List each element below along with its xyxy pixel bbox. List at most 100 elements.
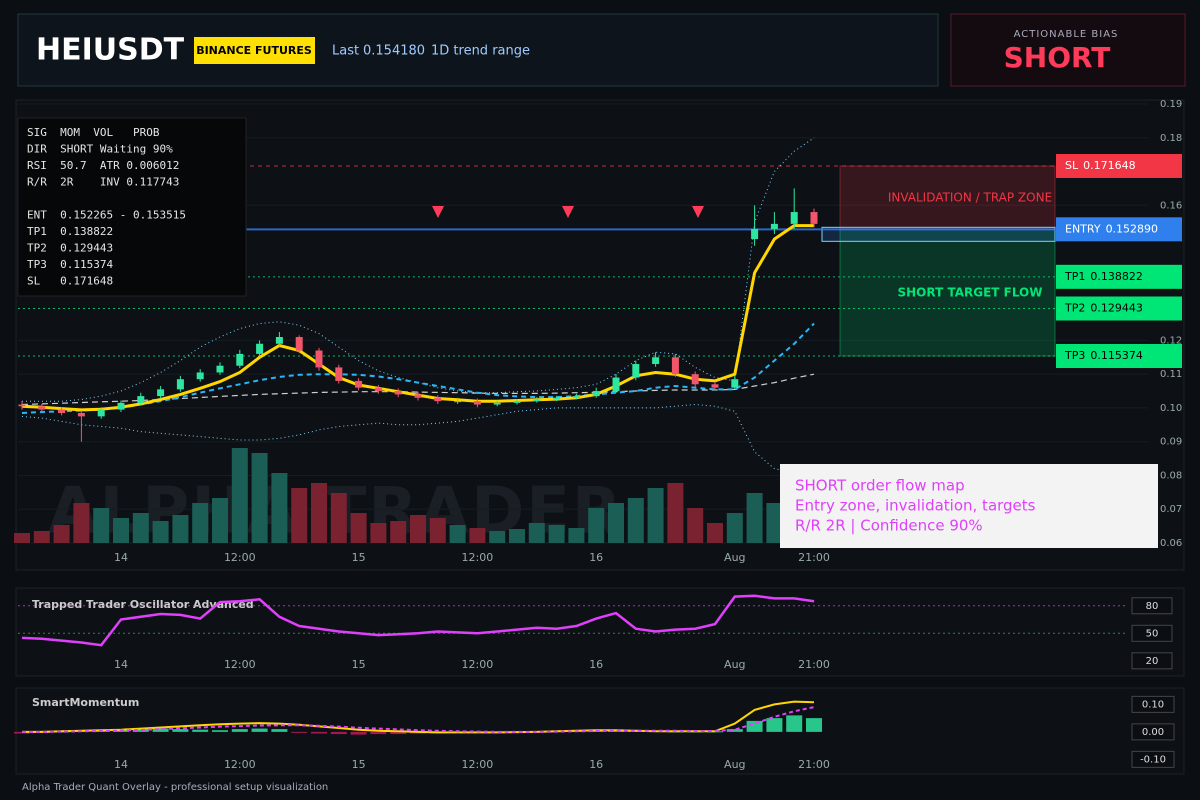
volume-bar xyxy=(528,523,545,543)
candle-body xyxy=(38,406,46,410)
y-tick-label: -0.10 xyxy=(1140,754,1166,765)
candle-body xyxy=(97,409,105,417)
x-tick-label: 21:00 xyxy=(798,551,830,564)
momentum-bar xyxy=(172,729,189,732)
tick-box xyxy=(1131,652,1173,670)
volume-bar xyxy=(548,525,565,543)
momentum-bar xyxy=(330,731,347,735)
annotation: SHORT order flow map Entry zone, invalida… xyxy=(795,477,1036,535)
exchange: BINANCE FUTURES xyxy=(196,44,312,57)
volume-bar xyxy=(291,488,308,543)
volume-bar xyxy=(707,523,723,543)
volume-bar xyxy=(687,508,704,543)
level-name: TP3 xyxy=(1064,349,1085,362)
momentum-bar xyxy=(152,728,169,732)
volume-bar xyxy=(152,521,169,543)
level-label: TP3 0.115374 xyxy=(1064,349,1143,362)
level-name: ENTRY xyxy=(1065,222,1101,235)
bias-value: SHORT xyxy=(1004,41,1111,74)
momentum-line xyxy=(22,706,815,733)
level-value: 0.129443 xyxy=(1090,301,1143,314)
sell-signal xyxy=(562,206,574,218)
level-name: TP1 xyxy=(1064,270,1085,283)
annotation-line: Entry zone, invalidation, targets xyxy=(795,497,1036,515)
panel-title: SmartMomentum xyxy=(32,696,139,709)
x-tick-label: 15 xyxy=(352,658,366,671)
momentum-bar xyxy=(132,729,149,732)
level-label: TP1 0.138822 xyxy=(1064,270,1143,283)
volume-bar xyxy=(667,483,684,543)
candle-body xyxy=(176,379,184,390)
momentum-bar xyxy=(786,715,803,732)
info-line: SIG MOM VOL PROB xyxy=(27,126,160,139)
level-name: SL xyxy=(1065,159,1079,172)
tick-box xyxy=(1131,624,1173,642)
volume-bar xyxy=(449,525,466,543)
candle-body xyxy=(394,391,402,395)
x-tick-label: 12:00 xyxy=(224,758,256,771)
annotation-line: R/R 2R | Confidence 90% xyxy=(795,517,983,535)
y-tick-label: 0.10 xyxy=(1142,699,1164,710)
candle-body xyxy=(315,350,323,368)
sell-signal xyxy=(432,206,444,218)
volume-bar xyxy=(113,518,129,543)
symbol: HEIUSDT xyxy=(36,33,185,68)
zone-label: INVALIDATION / TRAP ZONE xyxy=(888,191,1052,205)
volume-bar xyxy=(509,529,525,543)
level-value: 0.152890 xyxy=(1106,222,1159,235)
y-tick-label: 0.18 xyxy=(1160,133,1182,144)
momentum-bar xyxy=(350,731,367,735)
candle-body xyxy=(77,412,85,417)
x-tick-label: 16 xyxy=(589,658,603,671)
y-tick-label: 50 xyxy=(1146,628,1159,639)
tick-box xyxy=(1131,723,1175,741)
last-label: Last xyxy=(332,44,359,59)
sell-signal xyxy=(692,206,704,218)
level-label: TP2 0.129443 xyxy=(1064,301,1143,314)
candle-body xyxy=(553,397,561,400)
oscillator-line xyxy=(21,594,815,647)
volume-bar xyxy=(568,528,585,543)
entry-box xyxy=(821,226,1056,242)
candle-body xyxy=(513,401,521,403)
candle-body xyxy=(572,396,580,398)
momentum-bar xyxy=(311,731,327,734)
candle-body xyxy=(473,401,481,405)
candle-body xyxy=(58,409,66,413)
annotation-line: SHORT order flow map xyxy=(795,477,965,495)
momentum-bar xyxy=(231,729,248,732)
volume-bar xyxy=(627,498,644,543)
momentum-bar xyxy=(806,718,822,732)
price-chart: ALPHA TRADER 0.060.070.080.090.100.110.12… xyxy=(14,99,1182,564)
momentum-bar xyxy=(212,730,228,732)
x-tick-label: 12:00 xyxy=(462,551,494,564)
x-tick-label: 12:00 xyxy=(462,658,494,671)
candle-body xyxy=(157,389,165,397)
volume-bar xyxy=(132,513,149,543)
level-value: 0.171648 xyxy=(1083,159,1136,172)
y-tick-label: 0.06 xyxy=(1160,538,1182,549)
x-tick-label: 14 xyxy=(114,758,128,771)
level-name: TP2 xyxy=(1064,301,1085,314)
oscillator-panel xyxy=(15,587,1185,677)
candle-body xyxy=(414,394,422,398)
candle-body xyxy=(612,377,620,392)
info-line: RSI 50.7 ATR 0.006012 xyxy=(27,159,179,172)
level-label: ENTRY 0.152890 xyxy=(1065,222,1158,235)
momentum-bar xyxy=(192,729,209,732)
y-tick-label: 0.09 xyxy=(1160,437,1182,448)
info-lines: SIG MOM VOL PROB DIR SHORT Waiting 90% RSI… xyxy=(27,126,186,288)
momentum-bar xyxy=(251,728,268,732)
volume-bar xyxy=(746,493,763,543)
x-tick-label: 16 xyxy=(589,551,603,564)
candle-body xyxy=(592,391,600,397)
y-tick-label: 0.08 xyxy=(1160,470,1182,481)
candle-body xyxy=(671,357,679,375)
info-line: TP3 0.115374 xyxy=(27,258,113,271)
overlay-line xyxy=(21,403,815,476)
candle-body xyxy=(216,365,224,373)
candle-body xyxy=(335,367,343,381)
overlay-line xyxy=(21,322,815,414)
info-panel xyxy=(17,117,247,297)
